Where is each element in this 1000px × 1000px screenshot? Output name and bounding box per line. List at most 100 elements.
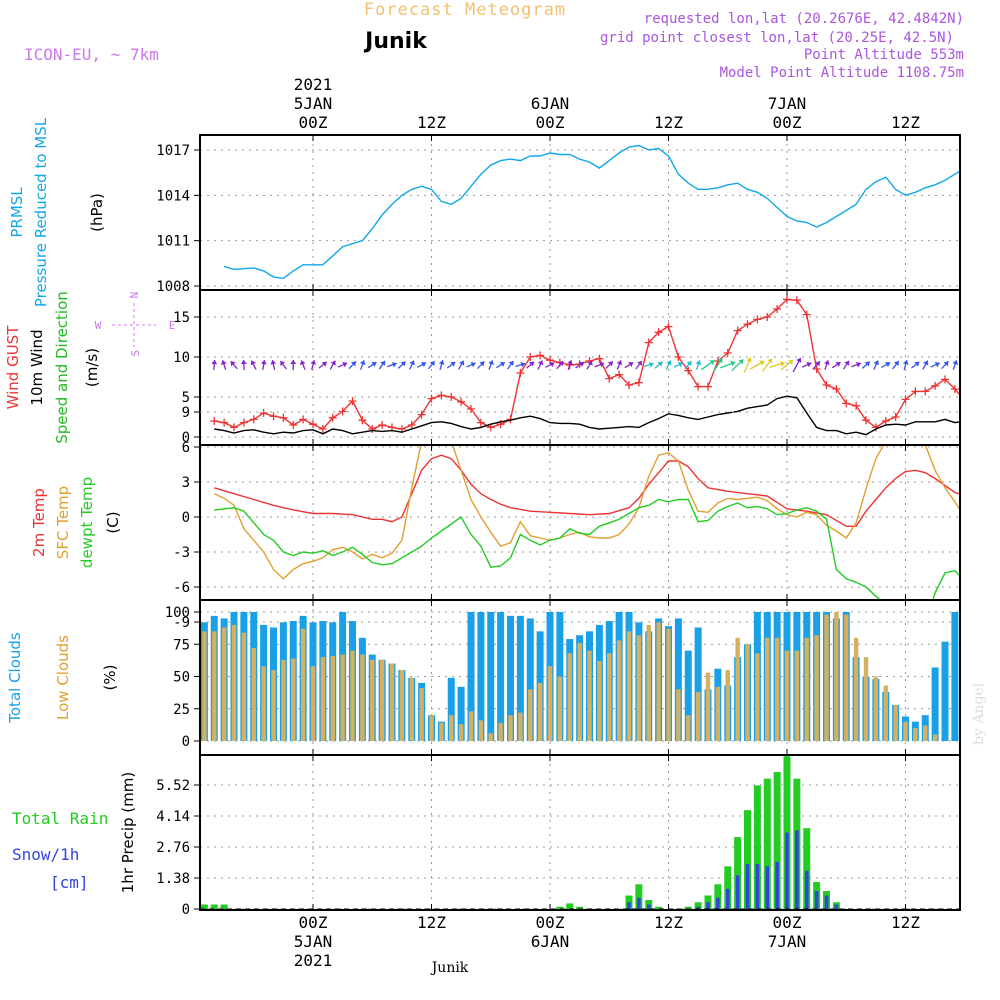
low-cloud-bar: [231, 624, 237, 741]
y-tick-label: -9: [173, 615, 190, 631]
rain-bar: [635, 884, 643, 909]
low-cloud-bar: [310, 666, 316, 741]
total-cloud-bar: [674, 618, 682, 741]
y-tick-label: 4.14: [156, 809, 190, 825]
gust-marker: [852, 401, 861, 410]
axis-label: 2m Temp: [30, 488, 48, 557]
total-cloud-bar: [961, 612, 968, 741]
wind-arrow: [567, 360, 573, 370]
wind-arrow: [250, 360, 257, 370]
panel-frame: [199, 754, 961, 911]
top-time-label: 2021: [294, 75, 333, 94]
gust-marker: [674, 353, 683, 361]
low-cloud-bar: [616, 640, 622, 741]
wind-arrow: [318, 361, 328, 369]
low-cloud-bar: [300, 628, 306, 741]
gust-marker: [427, 394, 436, 403]
wind-arrow: [743, 357, 752, 373]
location-title: Junik: [363, 29, 428, 54]
y-tick-label: 9: [182, 405, 190, 421]
axis-label: (C): [104, 511, 122, 533]
low-cloud-bar: [646, 624, 651, 741]
gust-marker: [516, 369, 525, 377]
snow-bar: [834, 904, 839, 909]
compass-n: N: [128, 292, 141, 299]
wind-arrow: [575, 361, 585, 369]
series-line: [223, 144, 960, 280]
panel-frame: [199, 444, 961, 601]
top-time-label: 12Z: [654, 113, 683, 132]
total-cloud-bar: [951, 612, 959, 741]
snow-bar: [696, 906, 700, 909]
wind-arrow: [720, 360, 736, 369]
wind-arrow: [673, 361, 684, 368]
low-cloud-bar: [824, 614, 829, 741]
rain-bar: [220, 904, 228, 909]
data-layer: [214, 445, 960, 600]
y-tick-label: 25: [173, 702, 190, 718]
wind-arrow: [605, 361, 614, 369]
bottom-time-label: 00Z: [536, 913, 565, 932]
gust-marker: [822, 381, 831, 389]
snow-bar: [725, 888, 730, 909]
y-tick-label: 1017: [156, 143, 190, 159]
wind-arrow: [861, 361, 871, 369]
total-cloud-bar: [477, 612, 485, 741]
wind-arrow: [458, 360, 465, 370]
wind-arrow: [695, 360, 702, 370]
low-cloud-bar: [666, 628, 671, 741]
axis-label: PRMSL: [8, 187, 26, 238]
low-cloud-bar: [399, 670, 405, 741]
wind-arrow: [952, 360, 959, 370]
gust-marker: [457, 397, 466, 406]
total-cloud-bar: [507, 615, 514, 741]
y-tick-label: 0: [182, 734, 190, 750]
wind-arrow: [731, 358, 744, 372]
axis-label: dewpt Temp: [78, 477, 96, 568]
wind-arrow: [466, 361, 476, 368]
y-tick-label: 15: [173, 310, 190, 326]
low-cloud-bar: [528, 689, 533, 741]
low-cloud-bar: [458, 724, 464, 741]
bottom-time-label: 2021: [294, 951, 333, 970]
gust-marker: [318, 425, 327, 433]
gust-marker: [783, 295, 791, 304]
gust-marker: [358, 416, 367, 425]
axis-label: (hPa): [88, 193, 106, 232]
gust-marker: [654, 328, 663, 337]
gust-marker: [526, 353, 535, 361]
bottom-time-label: 00Z: [299, 913, 328, 932]
wind-arrow: [488, 360, 494, 370]
wind-arrow: [496, 361, 506, 369]
wind-arrow: [416, 361, 427, 368]
gust-marker: [625, 381, 633, 389]
snow-bar: [716, 897, 720, 909]
total-cloud-bar: [467, 612, 475, 741]
wind-arrow: [230, 360, 238, 370]
rain-bar: [210, 904, 218, 909]
gust-marker: [220, 418, 229, 427]
gust-marker: [368, 425, 377, 433]
wind-arrow: [409, 360, 415, 370]
wind-arrow: [902, 360, 909, 370]
wind-arrow: [792, 357, 802, 373]
gust-marker: [694, 382, 703, 391]
axis-label: 1hr Precip (mm): [119, 772, 137, 893]
low-cloud-bar: [320, 657, 326, 741]
compass-w: W: [95, 319, 102, 332]
compass-s: S: [129, 350, 142, 357]
axis-label: Wind GUST: [4, 325, 22, 410]
top-time-label: 6JAN: [531, 94, 570, 113]
wind-arrow: [367, 361, 377, 369]
bottom-time-label: 12Z: [891, 913, 920, 932]
y-tick-label: 75: [173, 637, 190, 653]
wind-arrow: [643, 361, 654, 368]
low-cloud-bar: [370, 659, 375, 741]
wind-arrow: [279, 360, 287, 370]
gust-marker: [792, 296, 801, 305]
y-tick-label: 2.76: [156, 840, 190, 856]
low-cloud-bar: [350, 650, 355, 741]
total-cloud-bar: [694, 627, 702, 741]
wind-arrow: [930, 361, 940, 368]
